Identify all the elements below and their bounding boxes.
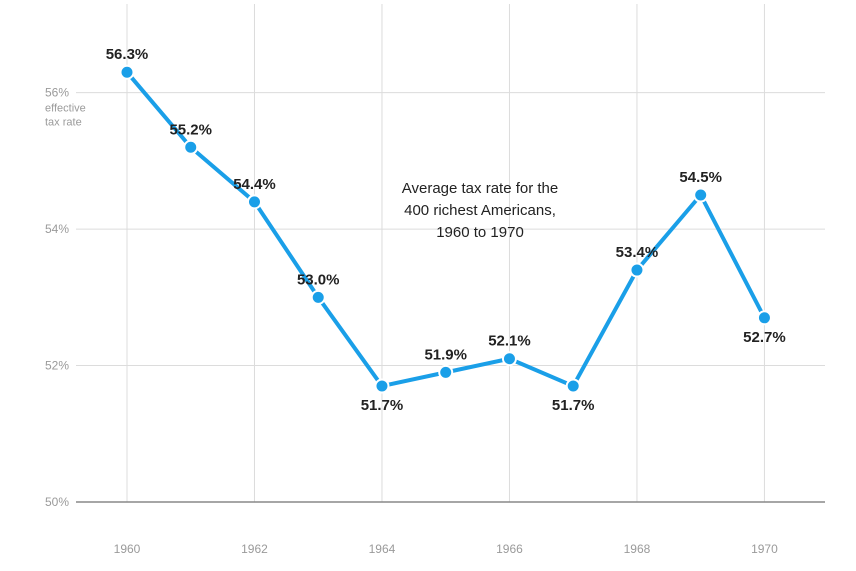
data-label: 54.5%	[679, 169, 722, 186]
data-point	[629, 262, 645, 278]
data-label: 52.7%	[743, 329, 786, 346]
chart-title: Average tax rate for the 400 richest Amer…	[402, 180, 558, 241]
data-point	[438, 364, 454, 380]
data-label: 51.9%	[424, 346, 467, 363]
chart-title-line: 1960 to 1970	[436, 224, 524, 241]
y-tick-label: 54%	[45, 222, 69, 236]
data-point	[374, 378, 390, 394]
y-tick-label: 52%	[45, 359, 69, 373]
y-axis-label: tax rate	[45, 117, 82, 129]
y-axis-label: effective	[45, 103, 86, 115]
data-point	[756, 310, 772, 326]
data-labels: 56.3% 55.2% 54.4% 53.0% 51.7% 51.9% 52.1% 51.7%…	[106, 46, 786, 414]
data-label: 55.2%	[169, 121, 212, 138]
y-tick-label: 56%	[45, 86, 69, 100]
data-label: 53.4%	[616, 244, 659, 261]
x-tick-label: 1964	[369, 542, 396, 556]
axes: 1960 1962 1964 1966 1968 1970 50% 52% 54% 56% effe…	[45, 86, 778, 556]
data-point	[693, 187, 709, 203]
data-label: 53.0%	[297, 271, 340, 288]
data-label: 51.7%	[361, 397, 404, 414]
data-label: 56.3%	[106, 46, 149, 63]
series-tax-rate	[119, 64, 772, 394]
x-tick-label: 1970	[751, 542, 778, 556]
data-point	[310, 289, 326, 305]
chart-title-line: 400 richest Americans,	[404, 202, 556, 219]
data-point	[119, 64, 135, 80]
x-tick-label: 1968	[624, 542, 651, 556]
data-point	[246, 194, 262, 210]
data-label: 54.4%	[233, 176, 276, 193]
data-point	[565, 378, 581, 394]
data-label: 52.1%	[488, 333, 531, 350]
y-tick-label: 50%	[45, 495, 69, 509]
grid-lines	[76, 4, 825, 503]
x-tick-label: 1966	[496, 542, 523, 556]
data-point	[183, 139, 199, 155]
x-tick-label: 1960	[114, 542, 141, 556]
chart-title-line: Average tax rate for the	[402, 180, 558, 197]
data-label: 51.7%	[552, 397, 595, 414]
x-tick-label: 1962	[241, 542, 268, 556]
data-point	[501, 351, 517, 367]
